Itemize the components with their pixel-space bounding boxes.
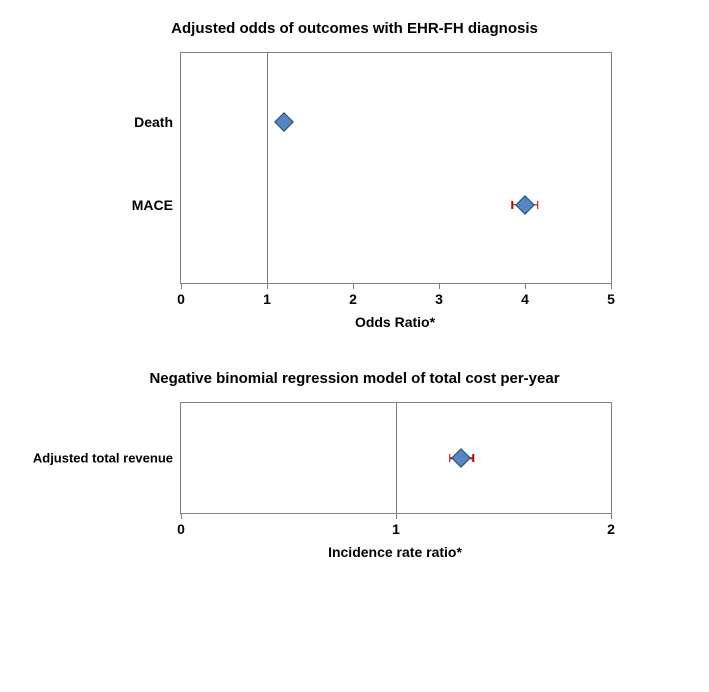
chart-odds-ratio: Adjusted odds of outcomes with EHR-FH di…: [20, 20, 689, 330]
data-point-marker: [451, 448, 471, 468]
x-tick-label: 2: [349, 283, 357, 307]
data-point-marker: [274, 112, 294, 132]
y-category-label: MACE: [132, 197, 181, 213]
chart-incidence-rate: Negative binomial regression model of to…: [20, 370, 689, 560]
chart2-plot-area: 012Adjusted total revenue: [180, 402, 612, 514]
chart2-x-axis-title: Incidence rate ratio*: [180, 544, 610, 560]
x-tick-label: 4: [521, 283, 529, 307]
y-category-label: Adjusted total revenue: [33, 451, 181, 466]
x-tick-label: 0: [177, 283, 185, 307]
error-cap: [537, 201, 539, 209]
chart1-title: Adjusted odds of outcomes with EHR-FH di…: [20, 20, 689, 37]
error-cap: [511, 201, 513, 209]
error-cap: [473, 454, 475, 462]
x-tick-label: 1: [263, 283, 271, 307]
reference-line: [267, 53, 268, 283]
y-category-label: Death: [134, 114, 181, 130]
x-tick-label: 3: [435, 283, 443, 307]
chart1-plot-area: 012345DeathMACE: [180, 52, 612, 284]
x-tick-label: 5: [607, 283, 615, 307]
reference-line: [396, 403, 397, 513]
x-tick-label: 1: [392, 513, 400, 537]
chart1-x-axis-title: Odds Ratio*: [180, 314, 610, 330]
x-tick-label: 0: [177, 513, 185, 537]
x-tick-label: 2: [607, 513, 615, 537]
chart2-title: Negative binomial regression model of to…: [20, 370, 689, 387]
data-point-marker: [515, 195, 535, 215]
